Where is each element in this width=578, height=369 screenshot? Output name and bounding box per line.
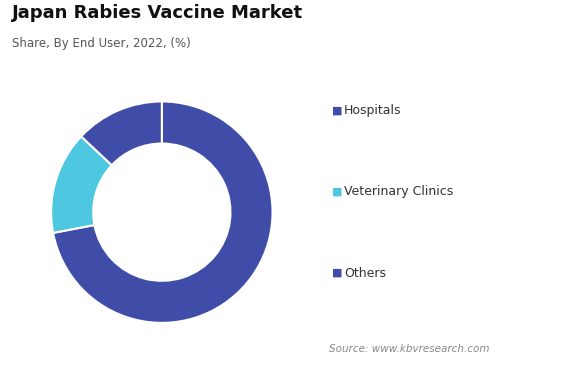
Text: Hospitals: Hospitals xyxy=(344,104,401,117)
Text: Veterinary Clinics: Veterinary Clinics xyxy=(344,185,453,199)
Text: Others: Others xyxy=(344,266,386,280)
Text: ■: ■ xyxy=(332,268,343,278)
Text: Source: www.kbvresearch.com: Source: www.kbvresearch.com xyxy=(329,344,490,354)
Wedge shape xyxy=(51,137,112,233)
Text: ■: ■ xyxy=(332,187,343,197)
Text: Share, By End User, 2022, (%): Share, By End User, 2022, (%) xyxy=(12,37,190,50)
Text: ■: ■ xyxy=(332,106,343,116)
Wedge shape xyxy=(81,101,162,165)
Wedge shape xyxy=(53,101,273,323)
Text: Japan Rabies Vaccine Market: Japan Rabies Vaccine Market xyxy=(12,4,303,22)
